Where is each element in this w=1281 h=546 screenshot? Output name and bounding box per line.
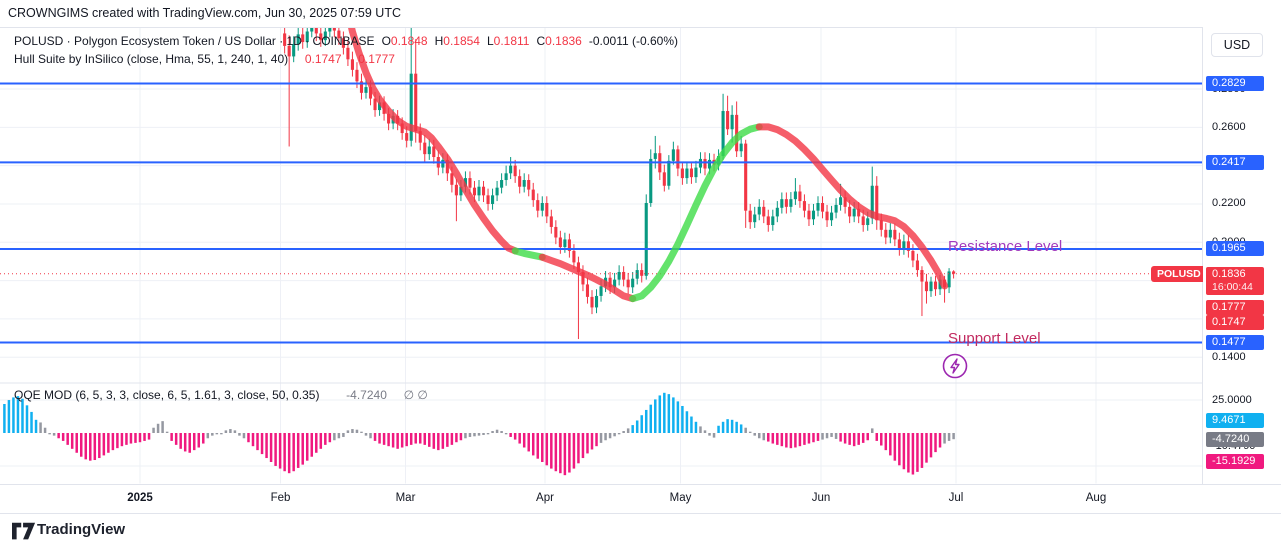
horizontal-level-lines[interactable] <box>0 82 1202 344</box>
lightning-icon[interactable] <box>942 353 968 379</box>
ohlc-values: O0.1848 H0.1854 L0.1811 C0.1836 <box>375 34 582 48</box>
resistance-level-annotation[interactable]: Resistance Level <box>948 238 1063 255</box>
symbol-legend-row[interactable]: POLUSD · Polygon Ecosystem Token / US Do… <box>14 34 678 48</box>
qqe-tick: 25.0000 <box>1212 393 1252 406</box>
level-price-label: 0.1477 <box>1206 334 1264 350</box>
time-axis-label[interactable]: Jun <box>811 492 831 504</box>
last-price-label: 0.1836 16:00:44 <box>1206 266 1264 295</box>
ohlc-letter: H <box>434 34 444 48</box>
hull-value-2: 0.1777 <box>358 52 395 66</box>
time-axis-label[interactable]: Feb <box>270 492 291 504</box>
time-axis-label[interactable]: Apr <box>536 492 554 504</box>
hull-indicator-title: Hull Suite by InSilico (close, Hma, 55, … <box>14 52 289 66</box>
tradingview-logo-icon[interactable] <box>12 522 36 541</box>
qqe-hide-icons[interactable]: ∅ ∅ <box>403 388 428 402</box>
symbol-title: POLUSD · Polygon Ecosystem Token / US Do… <box>14 34 375 48</box>
ohlc-value: 0.1854 <box>443 34 480 48</box>
time-axis-label[interactable]: 2025 <box>127 492 153 504</box>
qqe-value: -4.7240 <box>346 388 387 402</box>
qqe-value-label: -15.1929 <box>1206 453 1264 469</box>
gridlines <box>0 28 1202 484</box>
time-axis-label[interactable]: Mar <box>395 492 416 504</box>
hull-price-label: 0.1747 <box>1206 314 1264 330</box>
ohlc-value: 0.1848 <box>390 34 428 48</box>
hull-price-label: 0.1777 <box>1206 299 1264 315</box>
price-axis[interactable]: USD 0.1836 16:00:44 0.28000.26000.22000.… <box>1203 0 1281 513</box>
ohlc-value: 0.1836 <box>545 34 582 48</box>
hull-value-1: 0.1747 <box>304 52 342 66</box>
last-price-value: 0.1836 <box>1212 267 1246 280</box>
qqe-value-label: -4.7240 <box>1206 431 1264 447</box>
change-value: -0.0011 (-0.60%) <box>588 34 679 48</box>
level-price-label: 0.2417 <box>1206 154 1264 170</box>
time-axis-label[interactable]: May <box>669 492 692 504</box>
ohlc-letter: O <box>381 34 391 48</box>
tradingview-brand-text[interactable]: TradingView <box>37 521 126 538</box>
ohlc-value: 0.1811 <box>493 34 530 48</box>
bar-countdown: 16:00:44 <box>1212 280 1253 293</box>
qqe-histogram <box>3 392 955 476</box>
hull-suite-ribbon <box>348 28 949 303</box>
ohlc-letter: C <box>536 34 546 48</box>
qqe-legend-row[interactable]: QQE MOD (6, 5, 3, 3, close, 6, 5, 1.61, … <box>14 388 428 402</box>
currency-toggle-button[interactable]: USD <box>1211 33 1263 57</box>
attribution-text: CROWNGIMS created with TradingView.com, … <box>8 6 401 20</box>
level-price-label: 0.2829 <box>1206 75 1264 91</box>
footer-bar: TradingView <box>0 513 1281 546</box>
price-tick: 0.2200 <box>1212 197 1246 210</box>
price-tick: 0.2600 <box>1212 120 1246 133</box>
qqe-indicator-title: QQE MOD (6, 5, 3, 3, close, 6, 5, 1.61, … <box>14 388 320 402</box>
ohlc-letter: L <box>486 34 494 48</box>
hull-legend-row[interactable]: Hull Suite by InSilico (close, Hma, 55, … <box>14 52 395 66</box>
instrument-price-tag: POLUSD <box>1151 265 1207 282</box>
support-level-annotation[interactable]: Support Level <box>948 330 1041 347</box>
time-axis-label[interactable]: Aug <box>1085 492 1107 504</box>
time-axis-label[interactable]: Jul <box>948 492 964 504</box>
time-axis[interactable]: 2025 Feb Mar Apr May Jun Jul Aug <box>0 484 1281 514</box>
level-price-label: 0.1965 <box>1206 241 1264 257</box>
price-tick: 0.1400 <box>1212 350 1246 363</box>
qqe-value-label: 9.4671 <box>1206 413 1264 429</box>
